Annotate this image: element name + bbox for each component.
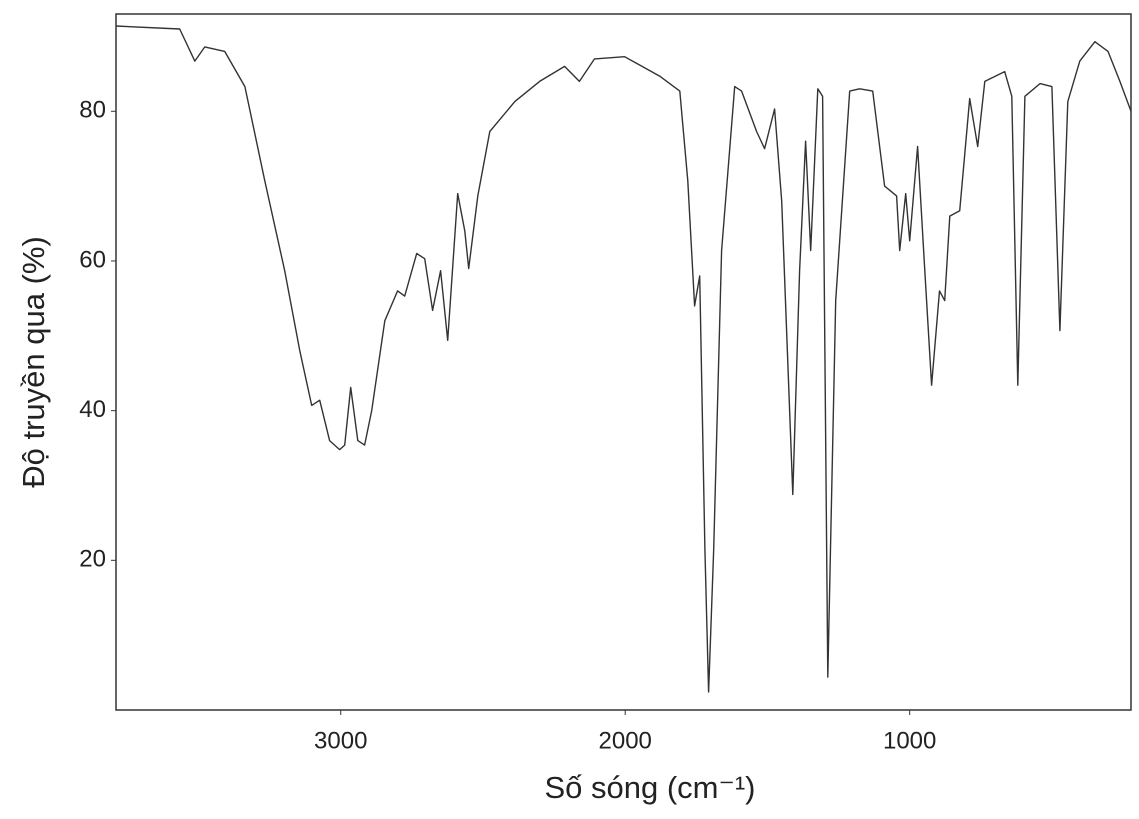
- y-tick-label: 20: [79, 546, 106, 573]
- spectrum-line: [115, 25, 1132, 693]
- y-tick-label: 80: [79, 97, 106, 124]
- x-tick-label: 2000: [599, 727, 652, 754]
- y-tick-label: 40: [79, 396, 106, 423]
- x-tick-label: 3000: [314, 727, 367, 754]
- plot-frame: [115, 13, 1132, 711]
- x-tick-label: 1000: [883, 727, 936, 754]
- y-axis-label: Độ truyền qua (%): [16, 236, 51, 488]
- x-axis-label: Số sóng (cm⁻¹): [544, 770, 755, 805]
- y-tick-label: 60: [79, 246, 106, 273]
